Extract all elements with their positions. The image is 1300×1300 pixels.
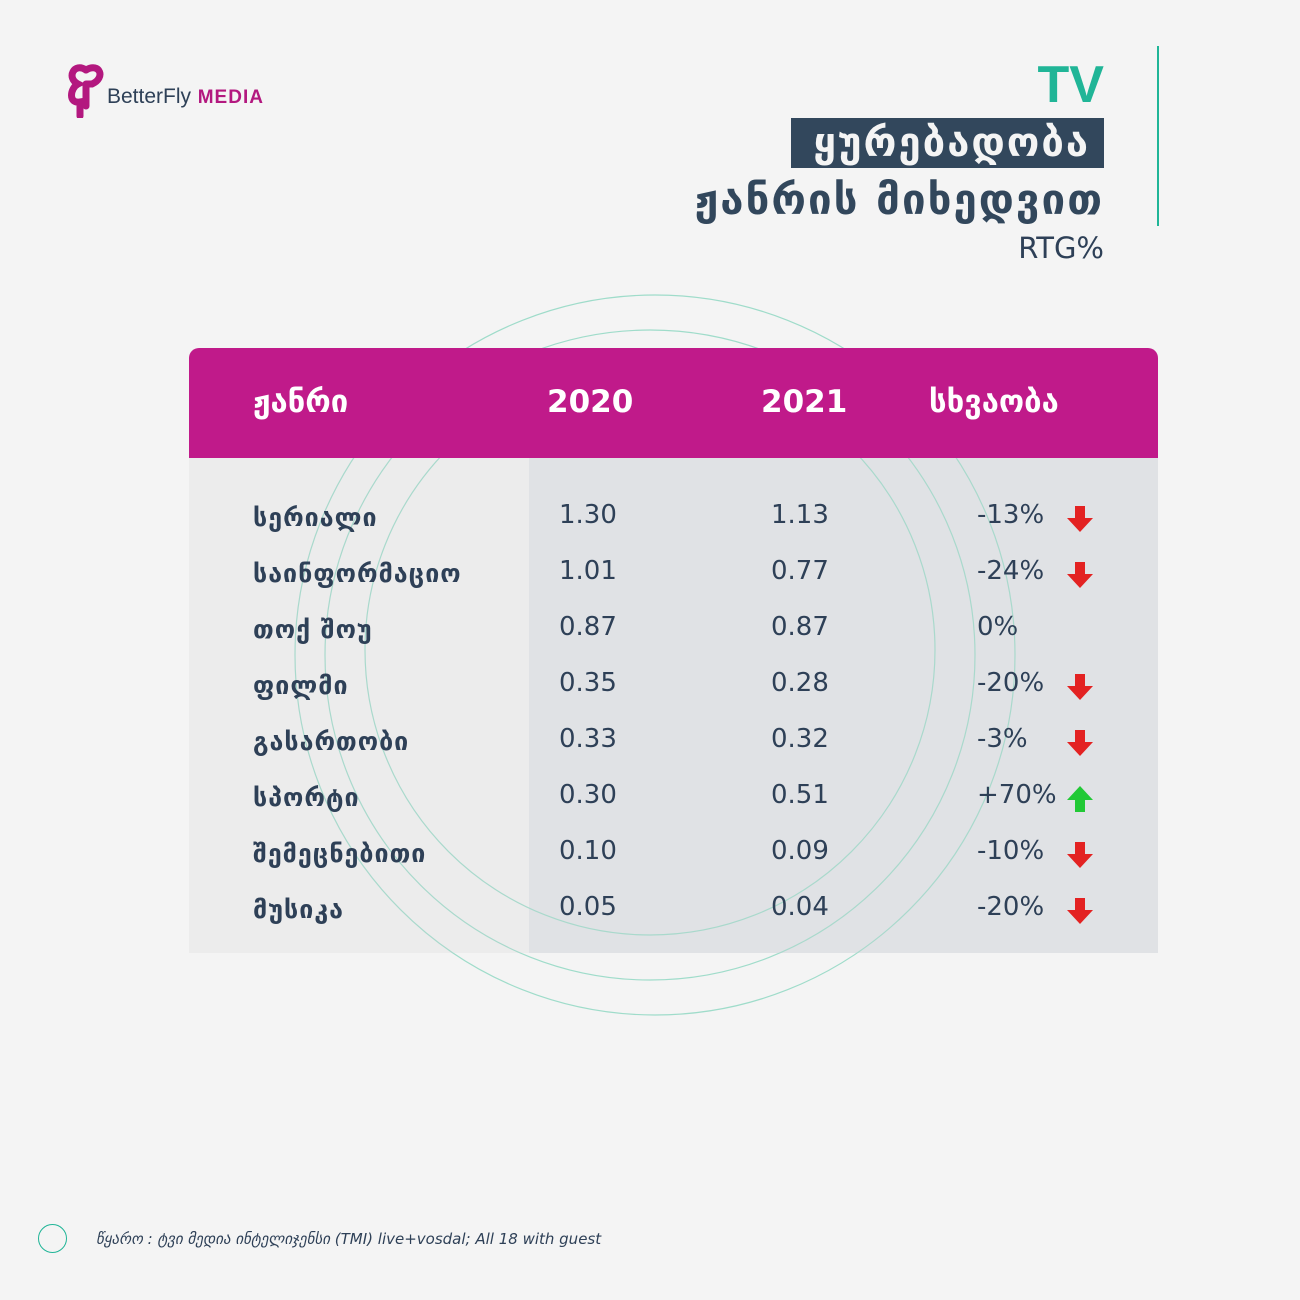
arrow-up-icon (1067, 786, 1093, 812)
title-line-2: ჟანრის მიხედვით (694, 175, 1104, 224)
difference-cell: -3% (977, 724, 1028, 754)
value-2021-cell: 0.87 (771, 612, 829, 642)
table-header: ჟანრი 2020 2021 სხვაობა (189, 348, 1158, 458)
value-2021-cell: 0.77 (771, 556, 829, 586)
brand-name-part1: BetterFly (107, 85, 192, 108)
value-2020-cell: 1.01 (559, 556, 617, 586)
source-text: წყარო : ტვი მედია ინტელიჯენსი (TMI) live… (96, 1230, 602, 1248)
arrow-down-icon (1067, 842, 1093, 868)
value-2021-cell: 0.32 (771, 724, 829, 754)
arrow-down-icon (1067, 730, 1093, 756)
value-2020-cell: 0.35 (559, 668, 617, 698)
column-header-2021: 2021 (761, 384, 848, 420)
butterfly-logo-icon (68, 64, 104, 118)
column-header-2020: 2020 (547, 384, 634, 420)
medium-label: TV (1037, 56, 1104, 114)
value-2021-cell: 0.04 (771, 892, 829, 922)
table-row: თოქ შოუ 0.87 0.87 0% (189, 600, 1158, 656)
table-row: გასართობი 0.33 0.32 -3% (189, 712, 1158, 768)
value-2021-cell: 0.28 (771, 668, 829, 698)
genre-cell: ფილმი (253, 671, 349, 700)
ratings-table: ჟანრი 2020 2021 სხვაობა სერიალი 1.30 1.13 -… (189, 348, 1158, 953)
genre-cell: თოქ შოუ (253, 615, 373, 644)
difference-cell: -20% (977, 668, 1045, 698)
difference-cell: -24% (977, 556, 1045, 586)
genre-cell: საინფორმაციო (253, 559, 462, 588)
table-row: ფილმი 0.35 0.28 -20% (189, 656, 1158, 712)
column-header-difference: სხვაობა (929, 384, 1059, 420)
table-row: სპორტი 0.30 0.51 +70% (189, 768, 1158, 824)
genre-cell: სერიალი (253, 503, 378, 532)
value-2020-cell: 0.33 (559, 724, 617, 754)
value-2020-cell: 1.30 (559, 500, 617, 530)
accent-divider (1157, 46, 1159, 226)
brand-logo: BetterFly MEDIA (66, 64, 306, 118)
value-2020-cell: 0.30 (559, 780, 617, 810)
source-circle-icon (38, 1224, 67, 1253)
genre-cell: შემეცნებითი (253, 839, 427, 868)
value-2021-cell: 0.51 (771, 780, 829, 810)
arrow-down-icon (1067, 506, 1093, 532)
difference-cell: -10% (977, 836, 1045, 866)
table-row: მუსიკა 0.05 0.04 -20% (189, 880, 1158, 936)
title-line-1: ყურებადობა (791, 118, 1104, 168)
difference-cell: +70% (977, 780, 1057, 810)
difference-cell: -20% (977, 892, 1045, 922)
unit-label: RTG% (1018, 231, 1104, 265)
title-block: TV ყურებადობა ჟანრის მიხედვით RTG% (695, 56, 1104, 264)
column-header-genre: ჟანრი (253, 384, 349, 420)
table-row: სერიალი 1.30 1.13 -13% (189, 488, 1158, 544)
arrow-down-icon (1067, 562, 1093, 588)
value-2021-cell: 1.13 (771, 500, 829, 530)
difference-cell: -13% (977, 500, 1045, 530)
genre-cell: სპორტი (253, 783, 360, 812)
difference-cell: 0% (977, 612, 1019, 642)
value-2020-cell: 0.10 (559, 836, 617, 866)
value-2021-cell: 0.09 (771, 836, 829, 866)
value-2020-cell: 0.87 (559, 612, 617, 642)
arrow-down-icon (1067, 898, 1093, 924)
genre-cell: გასართობი (253, 727, 410, 756)
arrow-down-icon (1067, 674, 1093, 700)
brand-name: BetterFly MEDIA (107, 84, 264, 109)
table-row: შემეცნებითი 0.10 0.09 -10% (189, 824, 1158, 880)
brand-name-part2: MEDIA (197, 87, 264, 108)
table-row: საინფორმაციო 1.01 0.77 -24% (189, 544, 1158, 600)
value-2020-cell: 0.05 (559, 892, 617, 922)
genre-cell: მუსიკა (253, 895, 345, 924)
